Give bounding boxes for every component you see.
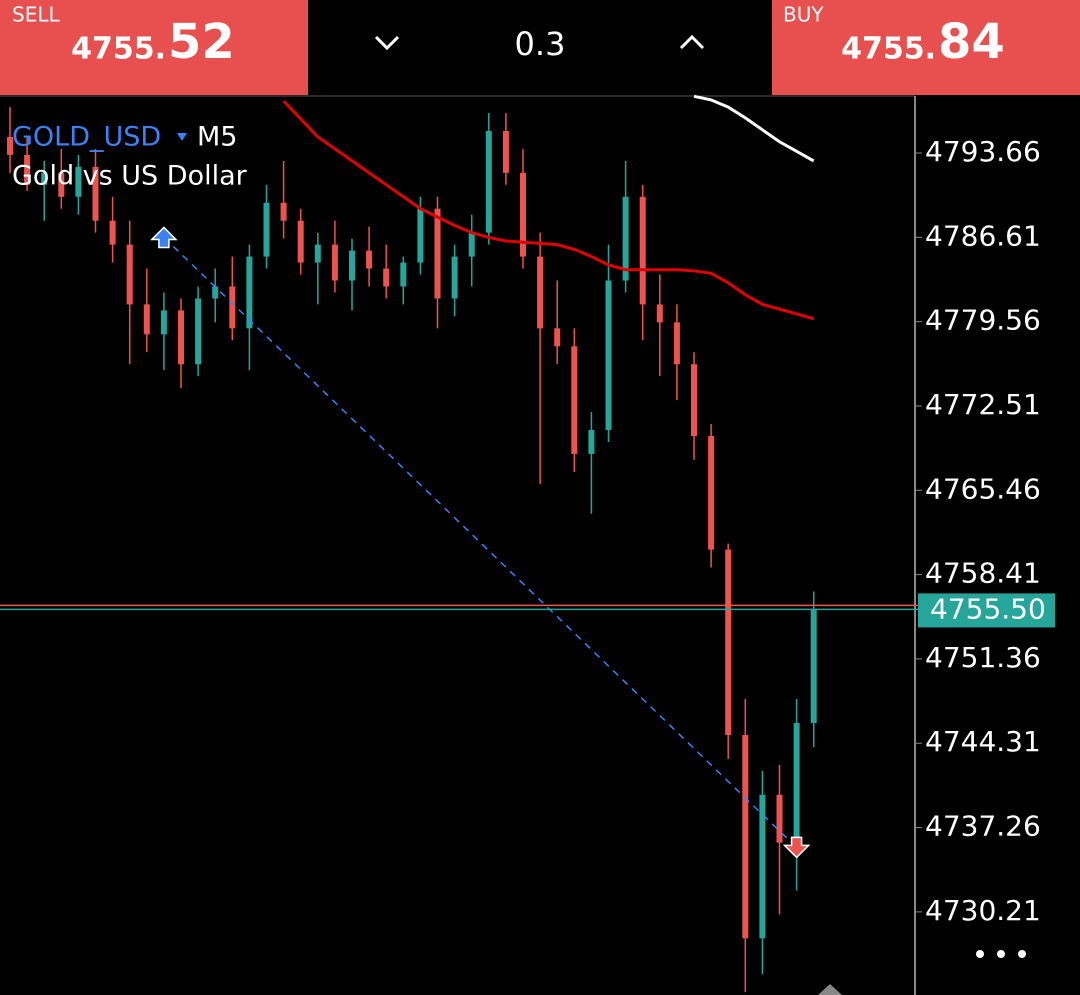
dot[interactable] <box>976 950 984 958</box>
sell-price-main[interactable]: 4755. <box>71 32 166 67</box>
decrease-volume[interactable] <box>374 35 400 51</box>
buy-price-main[interactable]: 4755. <box>841 32 936 67</box>
candle-body <box>417 208 424 263</box>
candle-body <box>502 131 509 173</box>
candle-body <box>160 310 167 335</box>
candle-body <box>246 256 253 329</box>
sell-label[interactable]: SELL <box>12 3 60 27</box>
candle-body <box>691 364 697 436</box>
candle-body <box>331 244 338 281</box>
candle-body <box>24 154 31 185</box>
candle-body <box>622 196 629 281</box>
symbol-dropdown[interactable] <box>177 133 187 141</box>
candle-body <box>263 202 270 257</box>
y-tick-label: 4751.36 <box>925 641 1041 674</box>
entry-arrow <box>150 226 178 249</box>
candle-body <box>109 220 116 245</box>
dot[interactable] <box>997 950 1005 958</box>
scroll-handle[interactable] <box>818 984 842 995</box>
candle-body <box>280 202 287 221</box>
symbol[interactable]: GOLD_USD <box>12 122 161 153</box>
candle-body <box>656 304 663 323</box>
candle-body <box>759 794 766 939</box>
buy-price-pips[interactable]: 84 <box>938 14 1005 70</box>
y-tick-label: 4744.31 <box>925 725 1041 758</box>
buy-button[interactable]: BUY 4755. 84 <box>772 0 1080 95</box>
candle-body <box>468 232 475 257</box>
candle-body <box>451 256 458 299</box>
increase-volume[interactable] <box>679 34 705 50</box>
candle-body <box>571 346 578 454</box>
last-price-label: 4755.50 <box>930 592 1046 625</box>
y-tick-label: 4772.51 <box>925 388 1041 421</box>
buy-box[interactable] <box>772 0 1080 95</box>
candle-body <box>92 166 99 221</box>
y-tick-label: 4779.56 <box>925 304 1041 337</box>
moving-average <box>282 100 815 321</box>
candle-body <box>434 208 441 299</box>
candle-body <box>178 310 184 365</box>
timeframe[interactable]: M5 <box>197 122 237 153</box>
y-tick-label: 4730.21 <box>925 894 1041 927</box>
candle-body <box>7 136 13 155</box>
y-tick-label: 4737.26 <box>925 810 1041 843</box>
last-price-box <box>918 593 1055 628</box>
y-tick-label: 4793.66 <box>925 135 1041 168</box>
plot <box>7 94 817 993</box>
moving-average <box>693 94 815 163</box>
sell-price-pips[interactable]: 52 <box>168 14 235 70</box>
volume[interactable]: 0.3 <box>515 25 566 63</box>
sell-box[interactable] <box>0 0 308 95</box>
volume-control: 0.3 <box>374 25 705 63</box>
candle-body <box>297 220 304 263</box>
dot[interactable] <box>1018 950 1026 958</box>
candle-body <box>229 286 236 329</box>
trade-line <box>163 236 798 848</box>
candle-body <box>41 172 48 185</box>
candle-body <box>349 250 355 281</box>
candle-body <box>383 268 390 287</box>
y-tick-label: 4758.41 <box>925 557 1041 590</box>
candle-body <box>195 298 202 365</box>
candle-body <box>126 244 133 305</box>
candle-body <box>400 262 407 287</box>
candle-body <box>75 166 82 197</box>
sell-button[interactable]: SELL 4755. 52 <box>0 0 308 95</box>
candle-body <box>810 609 817 724</box>
candle-body <box>554 328 561 347</box>
candle-body <box>143 304 150 335</box>
candle-body <box>366 250 373 269</box>
candle-body <box>605 280 612 431</box>
candle-body <box>58 172 65 197</box>
candle-body <box>537 256 544 329</box>
candle-body <box>776 794 783 843</box>
y-tick-label: 4765.46 <box>925 472 1041 505</box>
more-menu[interactable] <box>976 950 1026 958</box>
candle-body <box>673 322 680 365</box>
candle-body <box>725 549 732 735</box>
candle-body <box>212 286 219 299</box>
candle-body <box>639 196 646 305</box>
symbol-description: Gold vs US Dollar <box>12 161 248 192</box>
candle-body <box>485 131 492 233</box>
candle-body <box>742 734 749 939</box>
buy-label[interactable]: BUY <box>783 3 824 27</box>
candle-body <box>588 430 595 454</box>
candle-body <box>520 172 526 257</box>
y-tick-label: 4786.61 <box>925 219 1041 252</box>
candle-body <box>314 244 321 263</box>
exit-arrow <box>782 836 811 859</box>
candle-body <box>793 723 800 843</box>
candle-body <box>708 435 715 550</box>
